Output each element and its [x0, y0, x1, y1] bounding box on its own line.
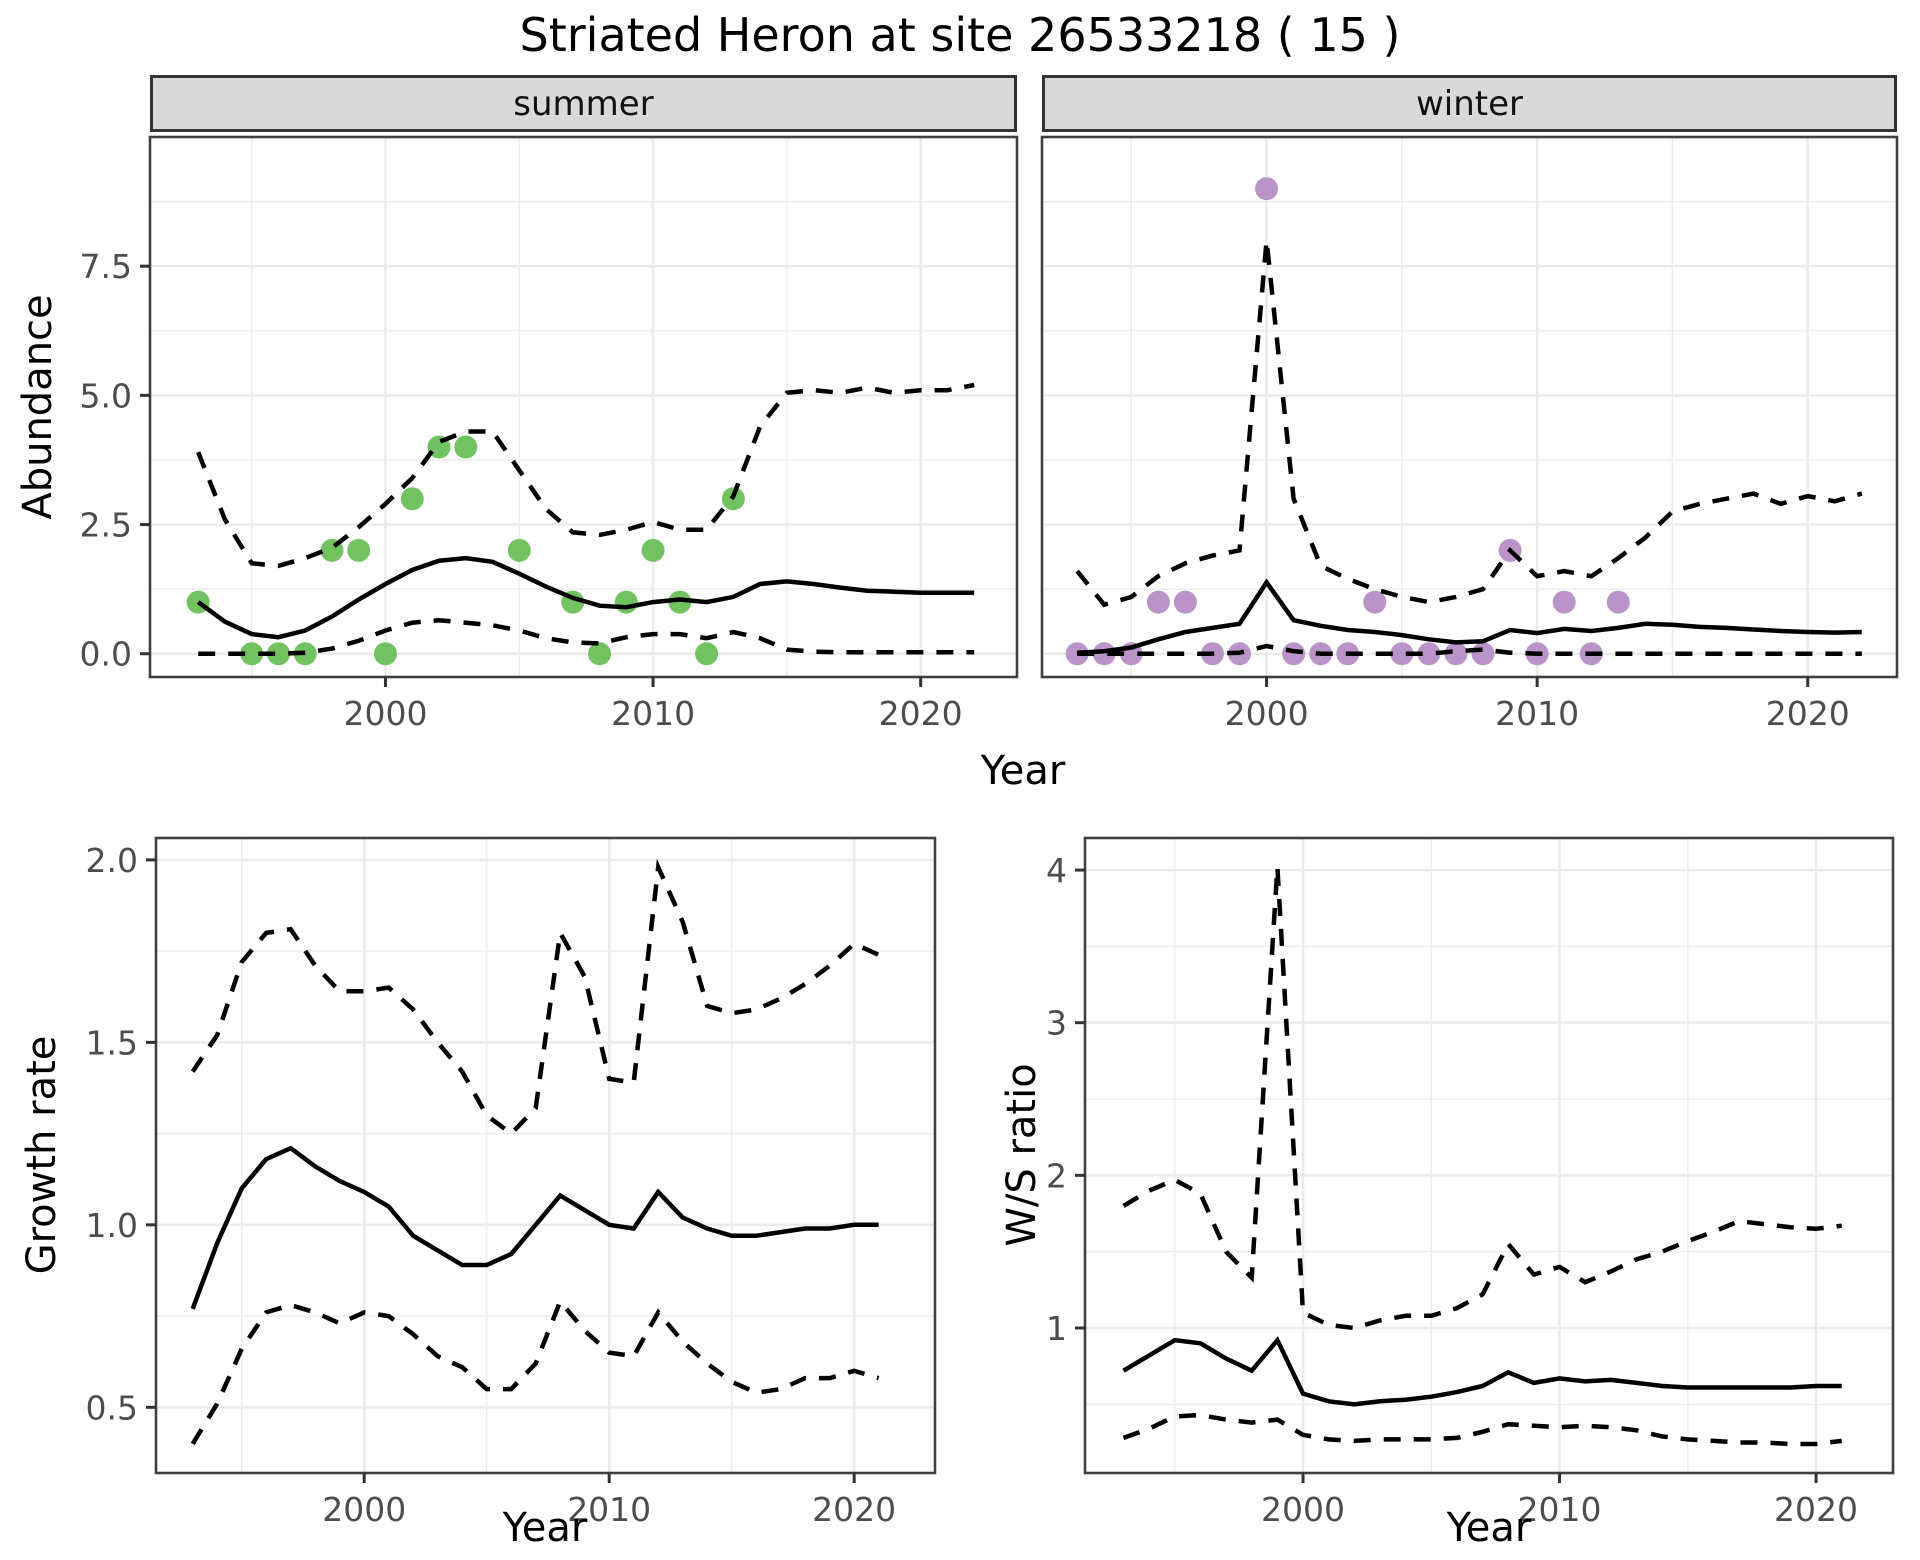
- panel-border: [148, 135, 1019, 679]
- x-tick-label: 2020: [879, 694, 963, 733]
- x-axis-title-year-growth: Year: [502, 1505, 588, 1551]
- panel-border: [154, 836, 937, 1475]
- series-lower_ci: [1122, 1412, 1842, 1447]
- series-mean: [196, 555, 975, 640]
- x-tick-label: 2010: [567, 1490, 651, 1529]
- series-mean: [190, 1145, 879, 1310]
- series-upper_ci: [190, 858, 880, 1137]
- panel-border: [1040, 135, 1899, 679]
- observed-count: [1471, 642, 1495, 666]
- observed-count: [1444, 642, 1468, 666]
- series-lower_ci: [1077, 643, 1862, 656]
- gridlines: [150, 137, 1017, 677]
- x-tick-label: 2010: [611, 694, 695, 733]
- observed-count: [1146, 590, 1170, 614]
- chart-title: Striated Heron at site 26533218 ( 15 ): [519, 8, 1401, 62]
- x-tick-label: 2000: [1225, 694, 1309, 733]
- x-tick-label: 2010: [1495, 694, 1579, 733]
- series-lower_ci: [190, 1297, 880, 1445]
- observed-counts: [186, 435, 745, 666]
- x-tick-label: 2020: [1766, 694, 1850, 733]
- observed-count: [1092, 642, 1116, 666]
- panel-background: [1085, 838, 1893, 1473]
- y-tick-label: 3: [1046, 1004, 1067, 1043]
- y-tick-label: 1: [1046, 1309, 1067, 1348]
- observed-count: [507, 538, 531, 562]
- observed-count: [1173, 590, 1197, 614]
- x-tick-label: 2000: [343, 694, 427, 733]
- x-tick-label: 2020: [1774, 1490, 1858, 1529]
- observed-counts: [1065, 177, 1630, 666]
- observed-count: [695, 642, 719, 666]
- axis-ticks: 2000 2010 2020 1 2 3 4: [1046, 851, 1858, 1529]
- panel-growth_rate: 2000 2010 2020 0.5 1.0 1.5 2.0: [86, 836, 937, 1529]
- observed-count: [1417, 642, 1441, 666]
- panel-abundance_winter: 2000 2010 2020: [1040, 135, 1899, 733]
- series-upper_ci: [1122, 866, 1842, 1331]
- axis-ticks: 2000 2010 2020 0.0 2.5 5.0 7.5: [80, 247, 963, 733]
- observed-count: [373, 642, 397, 666]
- y-axis-title-abundance: Abundance: [15, 294, 61, 520]
- observed-count: [1606, 590, 1630, 614]
- x-tick-label: 2010: [1518, 1490, 1602, 1529]
- facet-strip-summer: summer: [150, 75, 1017, 132]
- observed-count: [400, 487, 424, 511]
- y-axis-title-growth-rate: Growth rate: [19, 1035, 65, 1275]
- observed-count: [1363, 590, 1387, 614]
- panel-border: [1083, 836, 1895, 1475]
- x-axis-title-year-top: Year: [980, 748, 1066, 794]
- panel-abundance_summer: 2000 2010 2020 0.0 2.5 5.0 7.5: [80, 135, 1019, 733]
- observed-count: [641, 538, 665, 562]
- observed-count: [588, 642, 612, 666]
- y-tick-label: 7.5: [80, 247, 132, 286]
- observed-count: [1552, 590, 1576, 614]
- panel-background: [150, 137, 1017, 677]
- panel-ws_ratio: 2000 2010 2020 1 2 3 4: [1046, 836, 1895, 1529]
- y-tick-label: 5.0: [80, 376, 132, 415]
- facet-strip-winter-label: winter: [1415, 83, 1524, 124]
- x-axis-title-year-ws: Year: [1446, 1505, 1532, 1551]
- x-tick-label: 2000: [1261, 1490, 1345, 1529]
- series-mean: [1077, 578, 1862, 655]
- x-tick-label: 2020: [812, 1490, 896, 1529]
- observed-count: [614, 590, 638, 614]
- observed-count: [1255, 177, 1279, 201]
- gridlines: [1042, 137, 1897, 677]
- x-tick-label: 2000: [322, 1490, 406, 1529]
- panel-background: [1042, 137, 1897, 677]
- gridlines: [1085, 838, 1893, 1473]
- y-tick-label: 2.0: [86, 841, 138, 880]
- series-lower_ci: [198, 617, 975, 656]
- observed-count: [1065, 642, 1089, 666]
- facet-strip-winter: winter: [1042, 75, 1897, 132]
- y-tick-label: 1.5: [86, 1023, 138, 1062]
- axis-ticks: 2000 2010 2020 0.5 1.0 1.5 2.0: [86, 841, 897, 1529]
- observed-count: [266, 642, 290, 666]
- axis-ticks: 2000 2010 2020: [1225, 677, 1850, 733]
- series-upper_ci: [1075, 240, 1863, 608]
- y-tick-label: 0.5: [86, 1388, 138, 1427]
- y-tick-label: 0.0: [80, 635, 132, 674]
- y-tick-label: 1.0: [86, 1206, 138, 1245]
- y-tick-label: 4: [1046, 851, 1067, 890]
- observed-count: [454, 435, 478, 459]
- facet-strip-summer-label: summer: [513, 83, 654, 124]
- observed-count: [1390, 642, 1414, 666]
- y-axis-title-ws-ratio: W/S ratio: [999, 1063, 1045, 1247]
- panel-background: [156, 838, 935, 1473]
- y-tick-label: 2: [1046, 1156, 1067, 1195]
- observed-count: [240, 642, 264, 666]
- series-mean: [1122, 1336, 1842, 1407]
- observed-count: [668, 590, 692, 614]
- observed-count: [347, 538, 371, 562]
- y-tick-label: 2.5: [80, 506, 132, 545]
